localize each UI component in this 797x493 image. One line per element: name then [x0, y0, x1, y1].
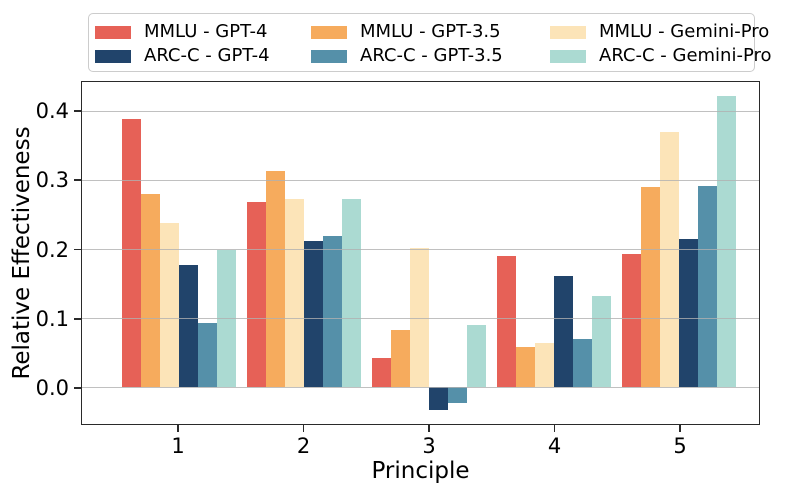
bar-arc-c-gpt-4-p5 [679, 239, 699, 388]
legend-swatch-icon [550, 25, 586, 39]
plot-inner [82, 82, 759, 424]
bar-arc-c-gpt-3.5-p2 [322, 235, 342, 388]
legend-label: ARC-C - GPT-3.5 [360, 45, 503, 66]
legend-item-arc-c-gpt-3.5: ARC-C - GPT-3.5 [311, 44, 550, 68]
bar-arc-c-gpt-4-p2 [303, 240, 323, 388]
legend-label: MMLU - GPT-3.5 [360, 21, 501, 42]
bar-mmlu-gpt-3.5-p4 [516, 347, 536, 388]
bar-arc-c-gpt-4-p1 [178, 265, 198, 388]
x-tick-mark-3 [428, 425, 430, 432]
gridline-y-0.2 [82, 248, 759, 251]
bar-mmlu-gemini-pro-p5 [660, 131, 680, 388]
bar-mmlu-gemini-pro-p2 [284, 199, 304, 388]
bar-arc-c-gpt-3.5-p1 [197, 322, 217, 388]
bar-mmlu-gpt-3.5-p5 [641, 187, 661, 388]
x-tick-mark-2 [302, 425, 305, 432]
legend-label: ARC-C - Gemini-Pro [599, 45, 772, 66]
legend-swatch-icon [95, 49, 131, 63]
y-tick-label-0.2: 0.2 [35, 237, 69, 262]
y-tick-mark-0.0 [74, 387, 81, 390]
legend-swatch-icon [550, 49, 586, 63]
legend-item-arc-c-gpt-4: ARC-C - GPT-4 [95, 44, 311, 68]
bar-arc-c-gpt-4-p3 [428, 387, 448, 410]
legend-item-arc-c-gemini-pro: ARC-C - Gemini-Pro [550, 44, 772, 68]
legend-item-mmlu-gpt-3.5: MMLU - GPT-3.5 [311, 20, 550, 44]
bar-mmlu-gpt-4-p3 [372, 357, 392, 388]
legend-item-mmlu-gemini-pro: MMLU - Gemini-Pro [550, 20, 772, 44]
bar-arc-c-gemini-pro-p5 [717, 96, 737, 388]
bar-arc-c-gpt-3.5-p4 [573, 339, 592, 388]
bar-arc-c-gemini-pro-p4 [591, 296, 611, 388]
x-tick-mark-1 [177, 425, 179, 432]
bar-arc-c-gemini-pro-p2 [341, 199, 361, 388]
x-tick-label-4: 4 [547, 434, 562, 458]
y-tick-mark-0.1 [74, 318, 81, 320]
x-tick-label-1: 1 [171, 434, 185, 458]
bar-mmlu-gemini-pro-p3 [410, 248, 429, 388]
bar-mmlu-gpt-4-p4 [497, 256, 517, 388]
x-axis-label: Principle [371, 458, 470, 484]
y-tick-mark-0.2 [74, 248, 81, 251]
y-tick-mark-0.3 [74, 179, 81, 181]
bar-arc-c-gpt-4-p4 [554, 275, 574, 388]
bar-mmlu-gpt-4-p2 [247, 201, 266, 388]
x-tick-mark-4 [553, 425, 556, 432]
legend-swatch-icon [311, 25, 347, 39]
y-tick-label-0.1: 0.1 [35, 306, 69, 331]
bar-mmlu-gpt-3.5-p1 [140, 193, 160, 388]
legend-label: ARC-C - GPT-4 [144, 45, 270, 66]
x-tick-mark-5 [679, 425, 681, 432]
gridline-y-0.3 [82, 179, 759, 182]
bar-mmlu-gemini-pro-p4 [535, 342, 555, 388]
x-tick-label-5: 5 [673, 434, 687, 458]
gridline-y-0.0 [82, 386, 759, 389]
bar-arc-c-gpt-3.5-p5 [698, 186, 718, 388]
legend-swatch-icon [311, 49, 347, 63]
legend: MMLU - GPT-4 MMLU - GPT-3.5 MMLU - Gemini-… [88, 13, 772, 72]
bar-mmlu-gpt-4-p5 [622, 253, 642, 388]
legend-swatch-icon [95, 25, 131, 39]
legend-label: MMLU - GPT-4 [144, 21, 268, 42]
y-tick-label-0.0: 0.0 [35, 376, 69, 401]
legend-label: MMLU - Gemini-Pro [599, 21, 770, 42]
legend-item-mmlu-gpt-4: MMLU - GPT-4 [95, 20, 311, 44]
plot-area [81, 81, 760, 425]
bar-mmlu-gpt-3.5-p2 [265, 170, 285, 388]
y-tick-mark-0.4 [74, 110, 81, 112]
x-tick-label-2: 2 [296, 434, 311, 458]
gridline-y-0.4 [82, 110, 759, 113]
y-tick-label-0.3: 0.3 [35, 168, 69, 193]
bar-arc-c-gemini-pro-p3 [466, 325, 486, 388]
bar-mmlu-gpt-3.5-p3 [391, 330, 411, 388]
gridline-y-0.1 [82, 317, 759, 320]
y-tick-label-0.4: 0.4 [35, 98, 69, 123]
bar-mmlu-gemini-pro-p1 [159, 222, 179, 388]
x-tick-label-3: 3 [422, 434, 436, 458]
bar-arc-c-gpt-3.5-p3 [447, 387, 467, 404]
bar-mmlu-gpt-4-p1 [121, 118, 141, 388]
